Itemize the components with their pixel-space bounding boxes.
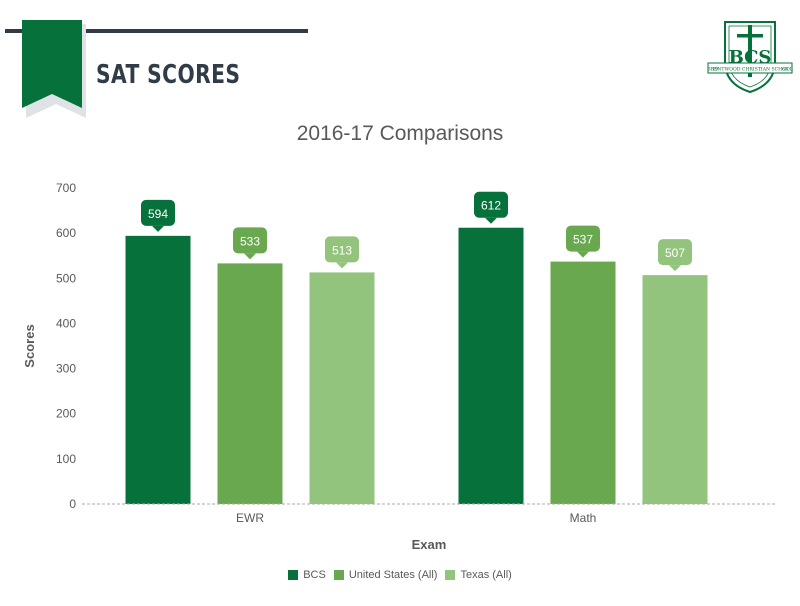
y-tick-label: 600 [56,226,76,240]
y-tick-label: 700 [56,181,76,195]
bar-math-bcs [458,227,524,504]
bar-math-us [550,261,616,504]
legend-swatch [288,570,299,580]
y-axis-ticks: 0 100 200 300 400 500 600 700 [56,181,76,511]
chart-title: 2016-17 Comparisons [296,122,504,145]
logo-banner-text: BRENTWOOD CHRISTIAN SCHOOL [707,67,793,73]
logo-year-left: 19 [712,67,718,73]
header-rule [5,29,308,33]
y-tick-label: 100 [56,452,76,466]
data-label: 507 [665,246,685,260]
y-tick-label: 500 [56,271,76,285]
legend-label: Texas (All) [460,569,512,581]
x-axis-ticks: EWR Math [236,511,596,525]
bookmark-ribbon-icon [22,20,86,118]
bar-group [125,227,708,504]
data-label-bubble: 533 [233,227,267,260]
bar-ewr-tx [309,272,375,504]
school-crest-logo: BCS BRENTWOOD CHRISTIAN SCHOOL 19 63 [707,21,793,94]
page-title: SAT SCORES [96,60,241,90]
bar-ewr-us [217,263,283,504]
legend-swatch [333,570,344,580]
x-tick-label: EWR [236,511,264,525]
legend-label: BCS [303,569,326,581]
data-label: 612 [481,199,501,213]
data-label-bubble: 513 [325,236,359,269]
data-label-bubble: 507 [658,239,692,272]
bar-math-tx [642,275,708,504]
y-axis-label: Scores [22,324,37,367]
data-label: 594 [148,207,168,221]
legend-label: United States (All) [348,569,438,581]
y-tick-label: 0 [69,497,76,511]
data-labels: 594 533 513 612 537 507 [141,191,692,272]
y-tick-label: 200 [56,407,76,421]
legend-item[interactable]: United States (All) [333,569,438,581]
y-tick-label: 400 [56,316,76,330]
data-label: 513 [332,243,352,257]
legend-item[interactable]: BCS [288,569,326,581]
data-label: 533 [240,234,260,248]
data-label-bubble: 594 [141,199,175,232]
x-tick-label: Math [570,511,597,525]
x-axis-label: Exam [412,537,447,552]
logo-year-right: 63 [782,67,788,73]
data-label-bubble: 612 [474,191,508,224]
data-label: 537 [573,233,593,247]
bar-ewr-bcs [125,235,191,504]
chart-legend: BCS United States (All) Texas (All) [0,569,800,581]
legend-item[interactable]: Texas (All) [445,569,512,581]
y-tick-label: 300 [56,362,76,376]
data-label-bubble: 537 [566,225,600,258]
legend-swatch [445,570,456,580]
